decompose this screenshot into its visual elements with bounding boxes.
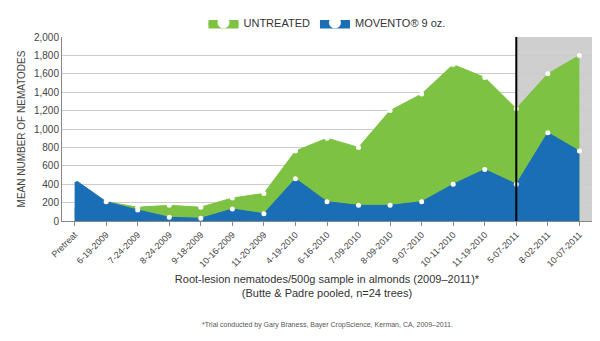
- svg-text:1,600: 1,600: [34, 68, 59, 79]
- svg-text:4-19-2010: 4-19-2010: [264, 230, 300, 266]
- svg-text:8-24-2009: 8-24-2009: [138, 230, 174, 266]
- svg-text:8-09-2010: 8-09-2010: [359, 230, 395, 266]
- svg-text:9-07-2010: 9-07-2010: [390, 230, 426, 266]
- svg-text:8-02-2011: 8-02-2011: [517, 230, 553, 266]
- svg-text:800: 800: [42, 142, 59, 153]
- svg-text:*Trial conducted by Gary Brane: *Trial conducted by Gary Braness, Bayer …: [202, 321, 453, 329]
- svg-text:10-16-2009: 10-16-2009: [197, 230, 237, 270]
- svg-text:Pretreat: Pretreat: [50, 229, 80, 259]
- svg-text:MEAN NUMBER OF NEMATODES: MEAN NUMBER OF NEMATODES: [16, 50, 27, 207]
- svg-text:200: 200: [42, 197, 59, 208]
- svg-text:600: 600: [42, 160, 59, 171]
- svg-text:400: 400: [42, 179, 59, 190]
- svg-text:6-19-2009: 6-19-2009: [75, 230, 111, 266]
- svg-text:11-20-2009: 11-20-2009: [229, 230, 268, 269]
- svg-text:1,400: 1,400: [34, 87, 59, 98]
- svg-text:11-19-2010: 11-19-2010: [450, 230, 489, 269]
- svg-text:6-16-2010: 6-16-2010: [296, 230, 332, 266]
- svg-text:2,000: 2,000: [34, 32, 59, 43]
- svg-text:7-24-2009: 7-24-2009: [106, 230, 142, 266]
- svg-text:9-18-2009: 9-18-2009: [169, 230, 205, 266]
- svg-text:10-07-2011: 10-07-2011: [545, 230, 584, 269]
- svg-text:1,200: 1,200: [34, 105, 59, 116]
- svg-text:10-11-2010: 10-11-2010: [419, 230, 458, 269]
- svg-text:0: 0: [53, 216, 59, 227]
- svg-text:Root-lesion nematodes/500g sam: Root-lesion nematodes/500g sample in alm…: [175, 273, 480, 299]
- svg-text:UNTREATED: UNTREATED: [244, 17, 310, 29]
- svg-text:MOVENTO® 9 oz.: MOVENTO® 9 oz.: [355, 17, 445, 29]
- svg-text:1,800: 1,800: [34, 50, 59, 61]
- svg-text:1,000: 1,000: [34, 124, 59, 135]
- svg-text:7-09-2010: 7-09-2010: [327, 230, 363, 266]
- svg-text:5-07-2011: 5-07-2011: [485, 230, 521, 266]
